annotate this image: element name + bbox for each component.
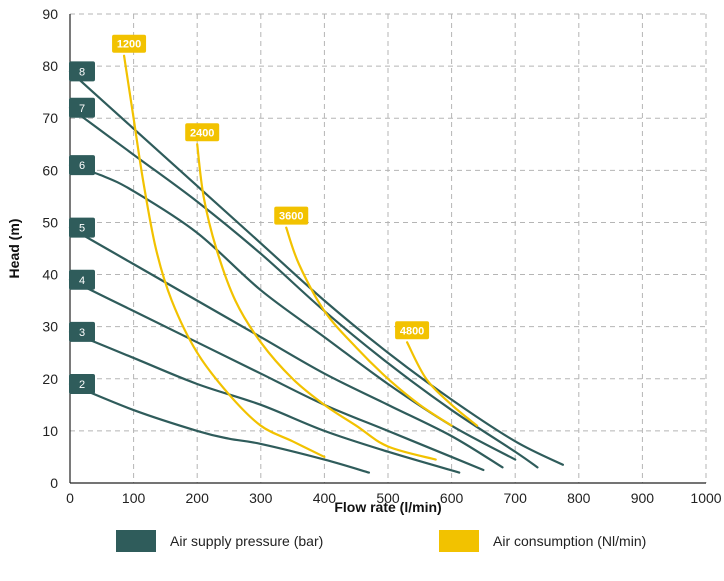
series-flag-box: [69, 61, 95, 82]
legend-swatch-consumption: [439, 530, 479, 552]
series-flag-pressure-5: 5: [69, 217, 95, 238]
series-flag-consumption-1200: 1200: [112, 34, 147, 53]
x-axis-title: Flow rate (l/min): [334, 499, 441, 515]
series-flag-box: [112, 34, 147, 53]
y-tick-label: 20: [42, 371, 58, 387]
series-flag-label: 2: [79, 379, 85, 391]
y-tick-label: 90: [42, 6, 58, 22]
x-tick-label: 400: [313, 490, 337, 506]
series-flag-label: 4: [79, 275, 85, 287]
legend: Air supply pressure (bar) Air consumptio…: [0, 530, 724, 558]
series-flag-box: [69, 373, 95, 394]
legend-item-consumption: Air consumption (Nl/min): [439, 530, 646, 552]
series-labels: 8 7 6 5 4 3 2 1200 2400 3600 4800: [69, 34, 430, 394]
y-tick-label: 60: [42, 162, 58, 178]
series-flag-consumption-2400: 2400: [185, 123, 220, 142]
legend-item-pressure: Air supply pressure (bar): [116, 530, 323, 552]
series-flag-label: 5: [79, 223, 85, 235]
series-line-pressure-8: [68, 70, 564, 466]
series-line-pressure-4: [68, 278, 485, 472]
series-line-pressure-2: [68, 382, 371, 474]
y-tick-label: 80: [42, 58, 58, 74]
x-tick-label: 1000: [690, 490, 721, 506]
series-flag-pressure-3: 3: [69, 321, 95, 342]
x-tick-label: 500: [376, 490, 400, 506]
y-tick-label: 50: [42, 214, 58, 230]
y-axis-title: Head (m): [6, 219, 22, 279]
series-flag-box: [274, 206, 309, 225]
series-flag-pressure-6: 6: [69, 155, 95, 176]
y-tick-label: 10: [42, 423, 58, 439]
series-flag-box: [69, 321, 95, 342]
series-lines: [68, 54, 564, 474]
series-flag-pressure-2: 2: [69, 373, 95, 394]
axes: [69, 14, 706, 484]
series-flag-pressure-8: 8: [69, 61, 95, 82]
series-flag-box: [69, 217, 95, 238]
series-flag-pressure-7: 7: [69, 97, 95, 118]
series-flag-label: 7: [79, 103, 85, 115]
legend-label-consumption: Air consumption (Nl/min): [493, 533, 647, 549]
series-flag-box: [69, 155, 95, 176]
x-tick-label: 600: [440, 490, 464, 506]
series-flag-box: [69, 97, 95, 118]
series-flag-box: [69, 269, 95, 290]
series-flag-consumption-3600: 3600: [274, 206, 309, 225]
x-tick-label: 100: [122, 490, 146, 506]
y-tick-label: 70: [42, 110, 58, 126]
series-flag-label: 1200: [117, 39, 141, 51]
series-line-consumption-2400: [196, 143, 437, 461]
series-flag-consumption-4800: 4800: [395, 321, 430, 340]
series-flag-pressure-4: 4: [69, 269, 95, 290]
grid-lines: [70, 13, 707, 483]
x-tick-label: 800: [567, 490, 591, 506]
y-tick-label: 30: [42, 319, 58, 335]
series-flag-label: 2400: [190, 127, 214, 139]
x-tick-label: 300: [249, 490, 273, 506]
series-line-pressure-5: [68, 226, 504, 469]
x-tick-label: 700: [504, 490, 528, 506]
series-line-consumption-3600: [285, 226, 453, 427]
series-flag-label: 6: [79, 160, 85, 172]
y-tick-label: 0: [50, 475, 58, 491]
series-line-consumption-1200: [122, 54, 326, 459]
x-tick-label: 200: [186, 490, 210, 506]
legend-label-pressure: Air supply pressure (bar): [170, 533, 324, 549]
x-tick-label: 0: [66, 490, 74, 506]
series-flag-box: [395, 321, 430, 340]
x-tick-label: 900: [631, 490, 655, 506]
series-flag-label: 4800: [400, 325, 424, 337]
series-line-consumption-4800: [405, 341, 479, 427]
series-flag-box: [185, 123, 220, 142]
series-flag-label: 3: [79, 327, 85, 339]
series-flag-label: 3600: [279, 211, 303, 223]
legend-swatch-pressure: [116, 530, 156, 552]
series-line-pressure-3: [68, 330, 461, 474]
y-tick-label: 40: [42, 267, 58, 283]
series-flag-label: 8: [79, 66, 85, 78]
tick-labels: 0 100 200 300 400 500 600 700 800 900 1000 0 10 20 30 4…: [42, 6, 721, 506]
